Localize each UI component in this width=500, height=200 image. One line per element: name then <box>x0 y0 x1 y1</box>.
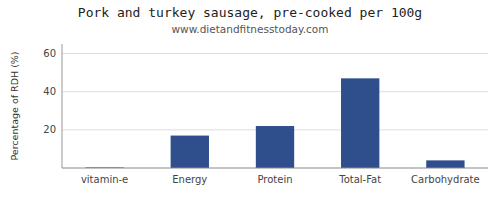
bar <box>171 136 209 168</box>
x-axis-line <box>62 168 488 169</box>
bar <box>341 78 379 168</box>
title: Pork and turkey sausage, pre-cooked per … <box>78 5 422 20</box>
x-tick-label: vitamin-e <box>81 174 128 185</box>
y-tick-label: 20 <box>43 124 56 135</box>
chart-svg: Pork and turkey sausage, pre-cooked per … <box>0 0 500 200</box>
grid-line <box>62 53 488 54</box>
subtitle: www.dietandfitnesstoday.com <box>172 23 329 35</box>
chart-container: Pork and turkey sausage, pre-cooked per … <box>0 0 500 200</box>
y-tick-label: 40 <box>43 86 56 97</box>
bar <box>426 160 464 168</box>
bar <box>256 126 294 168</box>
y-axis-label: Percentage of RDH (%) <box>9 51 20 160</box>
bars <box>85 78 464 168</box>
x-tick-label: Total-Fat <box>338 174 381 185</box>
grid-line <box>62 91 488 92</box>
x-tick-label: Energy <box>172 174 207 185</box>
y-tick-label: 60 <box>43 48 56 59</box>
x-tick-label: Protein <box>257 174 292 185</box>
grid <box>62 54 488 130</box>
x-tick-label: Carbohydrate <box>411 174 480 185</box>
y-axis-line <box>62 44 63 168</box>
